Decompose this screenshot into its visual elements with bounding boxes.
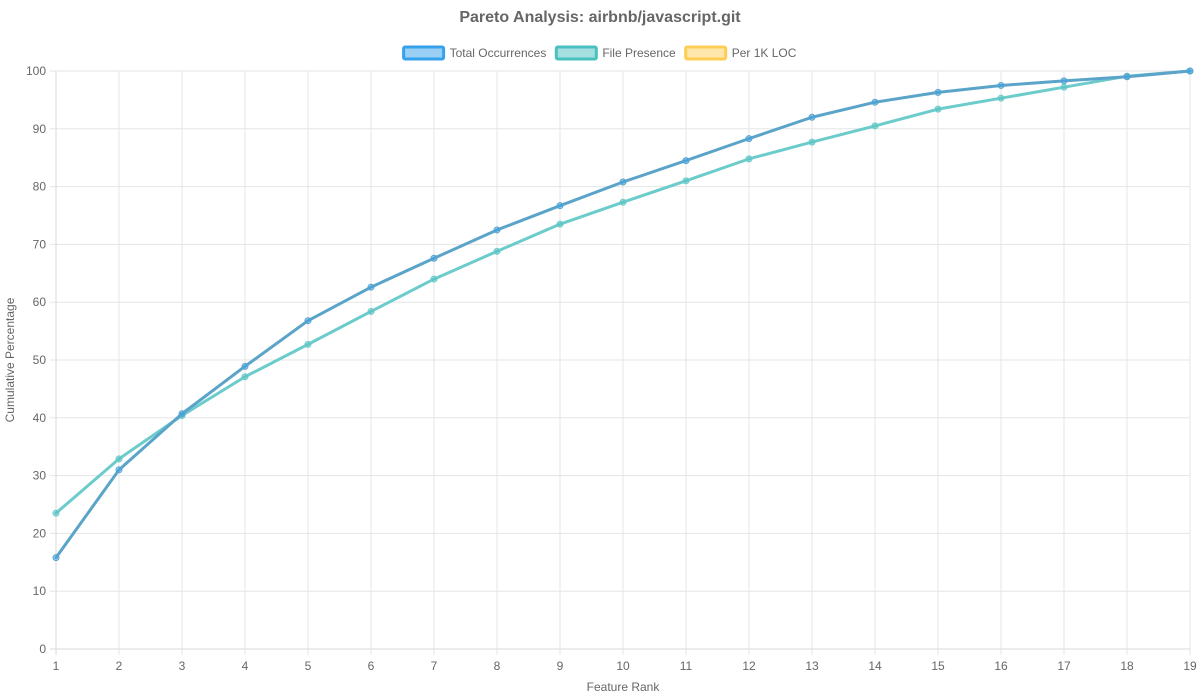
- legend-label: File Presence: [602, 46, 676, 60]
- grid-layer: [50, 70, 1191, 655]
- legend-item[interactable]: File Presence: [554, 45, 676, 61]
- data-point[interactable]: [619, 178, 627, 186]
- x-tick-label: 10: [616, 659, 630, 673]
- data-point[interactable]: [871, 122, 879, 130]
- y-tick-label: 40: [33, 411, 47, 425]
- y-axis-title: Cumulative Percentage: [3, 297, 17, 422]
- data-point[interactable]: [808, 113, 816, 121]
- x-tick-label: 9: [557, 659, 564, 673]
- x-tick-label: 8: [494, 659, 501, 673]
- x-tick-label: 7: [431, 659, 438, 673]
- data-point[interactable]: [619, 198, 627, 206]
- x-tick-label: 4: [242, 659, 249, 673]
- x-tick-label: 16: [994, 659, 1008, 673]
- data-point[interactable]: [493, 247, 501, 255]
- chart-title: Pareto Analysis: airbnb/javascript.git: [459, 9, 741, 26]
- y-tick-label: 90: [33, 122, 47, 136]
- data-point[interactable]: [745, 155, 753, 163]
- data-point[interactable]: [682, 177, 690, 185]
- y-tick-label: 70: [33, 237, 47, 251]
- data-point[interactable]: [115, 466, 123, 474]
- data-point[interactable]: [1123, 73, 1131, 81]
- x-tick-label: 17: [1057, 659, 1071, 673]
- data-point[interactable]: [430, 254, 438, 262]
- data-point[interactable]: [115, 455, 123, 463]
- data-point[interactable]: [367, 307, 375, 315]
- data-point[interactable]: [808, 138, 816, 146]
- x-tick-label: 19: [1183, 659, 1197, 673]
- data-point[interactable]: [304, 317, 312, 325]
- y-tick-label: 60: [33, 295, 47, 309]
- legend-item[interactable]: Total Occurrences: [402, 45, 547, 61]
- data-point[interactable]: [556, 202, 564, 210]
- y-tick-label: 0: [39, 642, 46, 656]
- x-tick-label: 13: [805, 659, 819, 673]
- y-tick-label: 100: [26, 64, 46, 78]
- data-point[interactable]: [1060, 83, 1068, 91]
- data-point[interactable]: [304, 340, 312, 348]
- legend-item[interactable]: Per 1K LOC: [684, 45, 797, 61]
- series-group: [52, 67, 1194, 562]
- legend-swatch: [402, 45, 446, 61]
- data-point[interactable]: [682, 157, 690, 165]
- x-tick-label: 6: [368, 659, 375, 673]
- x-tick-label: 15: [931, 659, 945, 673]
- data-point[interactable]: [997, 81, 1005, 89]
- data-point[interactable]: [934, 105, 942, 113]
- data-point[interactable]: [997, 94, 1005, 102]
- legend-swatch: [684, 45, 728, 61]
- data-point[interactable]: [871, 98, 879, 106]
- data-point[interactable]: [52, 509, 60, 517]
- x-tick-label: 5: [305, 659, 312, 673]
- x-tick-label: 11: [680, 659, 693, 673]
- data-point[interactable]: [934, 88, 942, 96]
- data-point[interactable]: [1060, 77, 1068, 85]
- x-tick-label: 18: [1120, 659, 1134, 673]
- legend-swatch: [554, 45, 598, 61]
- data-point[interactable]: [241, 362, 249, 370]
- x-tick-label: 3: [179, 659, 186, 673]
- series-layer: [52, 67, 1194, 562]
- x-tick-label: 1: [53, 659, 60, 673]
- x-tick-label: 12: [742, 659, 756, 673]
- data-point[interactable]: [52, 554, 60, 562]
- data-point[interactable]: [367, 283, 375, 291]
- data-point[interactable]: [1186, 67, 1194, 75]
- x-tick-label: 2: [116, 659, 123, 673]
- legend-label: Per 1K LOC: [732, 46, 797, 60]
- data-point[interactable]: [745, 135, 753, 143]
- legend-label: Total Occurrences: [450, 46, 547, 60]
- data-point[interactable]: [556, 220, 564, 228]
- data-point[interactable]: [241, 373, 249, 381]
- y-tick-label: 30: [33, 469, 47, 483]
- y-tick-label: 20: [33, 526, 47, 540]
- y-tick-label: 50: [33, 353, 47, 367]
- x-tick-label: 14: [868, 659, 882, 673]
- data-point[interactable]: [493, 226, 501, 234]
- data-point[interactable]: [178, 410, 186, 418]
- y-tick-label: 10: [33, 584, 47, 598]
- y-tick-label: 80: [33, 180, 47, 194]
- data-point[interactable]: [430, 275, 438, 283]
- legend[interactable]: Total Occurrences File Presence Per 1K LOC: [402, 45, 797, 61]
- x-axis-title: Feature Rank: [587, 680, 661, 694]
